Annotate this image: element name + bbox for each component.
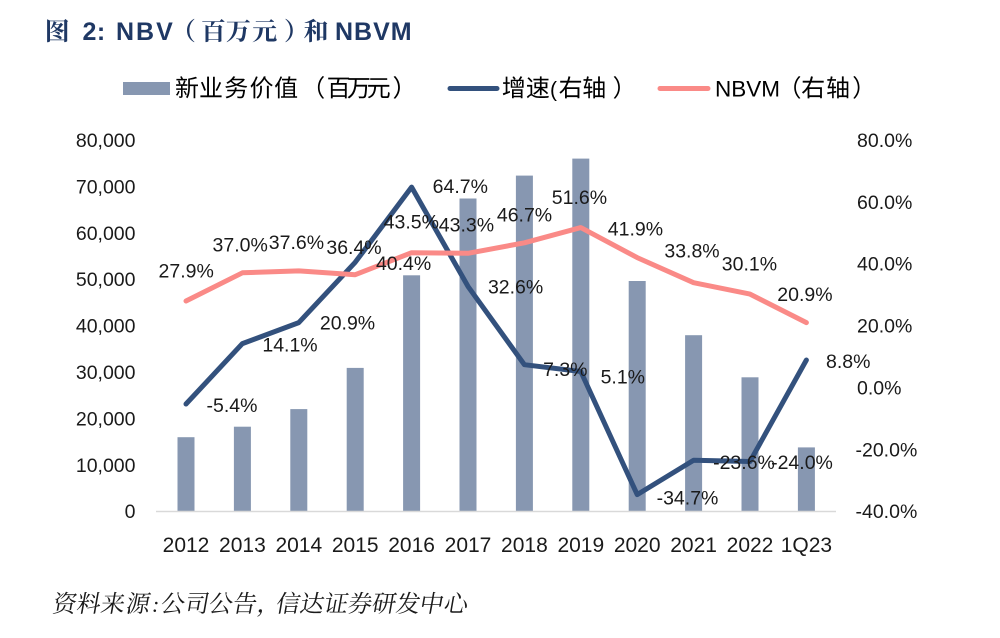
svg-text:37.0%: 37.0% bbox=[213, 235, 268, 257]
svg-text:5.1%: 5.1% bbox=[601, 367, 645, 389]
svg-text:8.8%: 8.8% bbox=[826, 351, 870, 373]
svg-text:2:: 2: bbox=[83, 18, 106, 46]
svg-text:43.5%: 43.5% bbox=[384, 212, 439, 234]
svg-text:80.0%: 80.0% bbox=[857, 130, 912, 152]
svg-text:-5.4%: -5.4% bbox=[207, 395, 258, 417]
svg-text:0.0%: 0.0% bbox=[857, 378, 901, 400]
svg-text:20,000: 20,000 bbox=[76, 408, 136, 430]
svg-text:-34.7%: -34.7% bbox=[657, 488, 719, 510]
svg-text:80,000: 80,000 bbox=[76, 130, 136, 152]
svg-text:-40.0%: -40.0% bbox=[856, 501, 918, 523]
svg-text:(: ( bbox=[550, 79, 557, 102]
svg-text:-23.6%: -23.6% bbox=[713, 452, 775, 474]
svg-text:2022: 2022 bbox=[727, 534, 774, 557]
svg-text:14.1%: 14.1% bbox=[262, 334, 317, 356]
svg-text:64.7%: 64.7% bbox=[433, 176, 488, 198]
svg-text:36.4%: 36.4% bbox=[326, 237, 381, 259]
svg-text:2018: 2018 bbox=[501, 534, 548, 557]
svg-text:2013: 2013 bbox=[219, 534, 266, 557]
svg-text::: : bbox=[152, 592, 159, 617]
svg-text:-20.0%: -20.0% bbox=[856, 439, 918, 461]
svg-text:30,000: 30,000 bbox=[76, 362, 136, 384]
svg-text:41.9%: 41.9% bbox=[608, 219, 663, 241]
svg-text:2014: 2014 bbox=[275, 534, 322, 557]
svg-text:1Q23: 1Q23 bbox=[781, 534, 832, 557]
svg-text:37.6%: 37.6% bbox=[269, 232, 324, 254]
svg-text:10,000: 10,000 bbox=[76, 455, 136, 477]
svg-text:2016: 2016 bbox=[388, 534, 435, 557]
svg-text:33.8%: 33.8% bbox=[664, 240, 719, 262]
svg-text:2015: 2015 bbox=[332, 534, 379, 557]
svg-text:40.4%: 40.4% bbox=[376, 253, 431, 275]
svg-text:70,000: 70,000 bbox=[76, 176, 136, 198]
svg-text:NBV: NBV bbox=[116, 18, 175, 46]
svg-text:NBVM: NBVM bbox=[335, 18, 413, 46]
svg-text:40,000: 40,000 bbox=[76, 316, 136, 338]
svg-text:2017: 2017 bbox=[445, 534, 492, 557]
svg-text:60.0%: 60.0% bbox=[857, 192, 912, 214]
svg-text:7.3%: 7.3% bbox=[543, 359, 587, 381]
svg-text:30.1%: 30.1% bbox=[722, 254, 777, 276]
svg-text:40.0%: 40.0% bbox=[857, 254, 912, 276]
svg-text:50,000: 50,000 bbox=[76, 269, 136, 291]
svg-text:27.9%: 27.9% bbox=[159, 261, 214, 283]
svg-text:20.9%: 20.9% bbox=[777, 284, 832, 306]
svg-text:20.9%: 20.9% bbox=[320, 313, 375, 335]
svg-text:51.6%: 51.6% bbox=[552, 187, 607, 209]
svg-text:2019: 2019 bbox=[557, 534, 604, 557]
svg-text:0: 0 bbox=[125, 501, 136, 523]
svg-text:46.7%: 46.7% bbox=[497, 204, 552, 226]
svg-text:43.3%: 43.3% bbox=[439, 215, 494, 237]
svg-text:2012: 2012 bbox=[163, 534, 210, 557]
svg-text:2021: 2021 bbox=[670, 534, 717, 557]
svg-text:2020: 2020 bbox=[614, 534, 661, 557]
svg-text:-24.0%: -24.0% bbox=[771, 452, 833, 474]
svg-text:NBVM: NBVM bbox=[715, 77, 780, 102]
svg-text:60,000: 60,000 bbox=[76, 223, 136, 245]
svg-text:20.0%: 20.0% bbox=[857, 316, 912, 338]
svg-text:32.6%: 32.6% bbox=[488, 277, 543, 299]
